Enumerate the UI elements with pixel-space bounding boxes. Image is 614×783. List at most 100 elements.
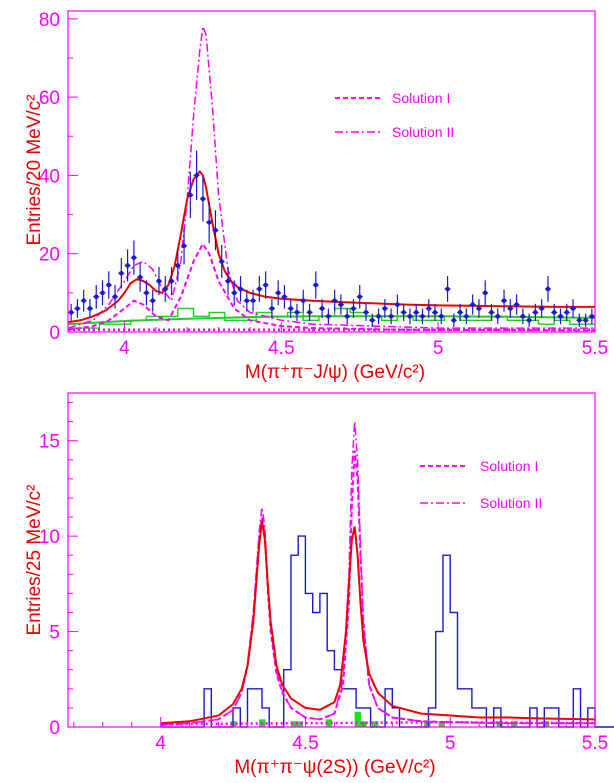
data-point <box>469 294 476 315</box>
bottom-y-axis-label: Entries/25 MeV/c² <box>24 485 45 636</box>
data-point <box>143 280 150 306</box>
data-point <box>526 313 533 327</box>
marker <box>131 255 137 260</box>
marker <box>238 286 243 292</box>
marker <box>137 274 143 280</box>
marker <box>558 314 563 319</box>
marker <box>200 196 206 202</box>
marker <box>194 173 199 178</box>
marker <box>589 314 595 319</box>
data-point <box>544 276 551 302</box>
marker <box>282 294 287 300</box>
marker <box>564 310 570 315</box>
top-data-points <box>68 150 595 327</box>
marker <box>357 294 363 300</box>
data-point <box>174 249 181 282</box>
marker <box>577 317 582 323</box>
marker <box>351 306 356 311</box>
top-y-tick-label: 40 <box>39 166 60 187</box>
marker <box>219 259 225 264</box>
data-point <box>375 308 382 325</box>
data-point <box>193 150 200 201</box>
marker <box>388 314 394 319</box>
marker <box>257 286 262 292</box>
marker <box>112 294 118 300</box>
marker <box>288 306 294 311</box>
marker <box>206 220 212 225</box>
marker <box>382 306 388 311</box>
top-y-tick-label: 0 <box>49 323 60 344</box>
solution-2-curve <box>67 23 595 329</box>
marker <box>294 310 300 315</box>
data-point <box>99 280 106 306</box>
data-point <box>325 308 332 325</box>
bottom-plot-frame <box>67 392 596 728</box>
data-point <box>281 285 288 309</box>
data-point <box>268 299 275 318</box>
marker <box>68 310 74 315</box>
top-x-tick-label: 4.5 <box>268 338 294 359</box>
solution-1-curve <box>160 450 595 727</box>
marker <box>313 282 319 288</box>
data-point <box>457 303 464 322</box>
data-point <box>413 303 420 322</box>
data-point <box>356 285 363 309</box>
background-bin <box>296 721 304 727</box>
data-point <box>155 267 162 296</box>
data-point <box>406 308 413 325</box>
bottom-x-tick-label: 5 <box>445 733 456 754</box>
marker <box>75 306 80 311</box>
data-point <box>582 313 589 327</box>
data-point <box>538 299 545 318</box>
data-point <box>350 299 357 318</box>
top-y-tick-label: 80 <box>39 10 60 31</box>
background-bin <box>354 711 362 727</box>
marker <box>495 314 501 319</box>
marker <box>501 298 507 303</box>
bottom-legend: Solution I Solution II <box>420 458 542 511</box>
marker <box>508 306 513 311</box>
data-point <box>112 285 119 309</box>
data-point <box>262 271 269 299</box>
data-point <box>224 267 231 296</box>
top-plot-panel: 4 4.5 5 5.5 0 20 40 60 80 Solution I Solution II… <box>24 10 608 383</box>
data-point <box>74 299 81 318</box>
bottom-axis-ticks: 4 4.5 5 5.5 0 5 10 15 <box>39 402 608 754</box>
data-point <box>463 308 470 325</box>
data-point <box>149 289 156 312</box>
marker <box>244 298 250 303</box>
background-bin <box>496 721 503 727</box>
marker <box>162 286 168 292</box>
data-point <box>187 171 194 219</box>
top-x-tick-label: 5.5 <box>582 338 608 359</box>
data-point <box>394 294 401 315</box>
data-point <box>181 227 188 265</box>
bottom-y-tick-label: 15 <box>39 432 60 453</box>
data-point <box>557 308 564 325</box>
data-point <box>306 303 313 322</box>
marker <box>363 310 369 315</box>
data-point <box>381 299 388 318</box>
data-point <box>130 240 137 275</box>
data-point <box>551 303 558 322</box>
data-point <box>237 276 244 302</box>
data-point <box>86 299 93 318</box>
data-point <box>199 176 206 222</box>
data-histogram <box>160 535 614 728</box>
marker <box>533 310 538 315</box>
data-point <box>331 289 338 312</box>
data-point <box>231 280 238 306</box>
marker <box>420 314 425 319</box>
marker <box>438 314 444 319</box>
marker <box>169 278 174 284</box>
marker <box>125 263 130 268</box>
top-x-tick-label: 4 <box>119 338 130 359</box>
marker <box>175 263 181 268</box>
marker <box>144 290 149 296</box>
data-point <box>287 299 294 318</box>
marker <box>426 306 432 311</box>
background-fit-curve <box>67 315 596 326</box>
data-point <box>438 308 445 325</box>
data-point <box>369 313 376 327</box>
